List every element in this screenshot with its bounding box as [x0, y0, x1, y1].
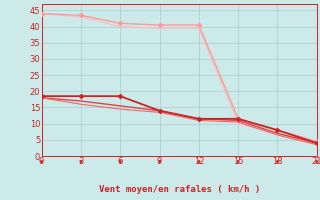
Text: Vent moyen/en rafales ( km/h ): Vent moyen/en rafales ( km/h ): [99, 185, 260, 194]
